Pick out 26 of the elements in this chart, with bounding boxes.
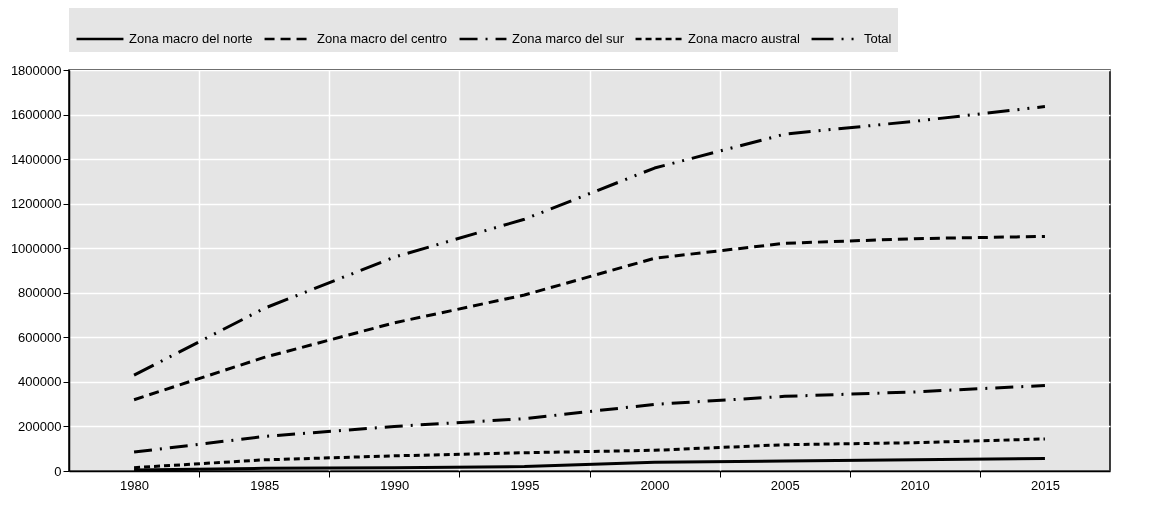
x-tick-label: 1985 <box>250 477 280 493</box>
y-tick-label: 0 <box>54 463 62 479</box>
x-tick-label: 2000 <box>640 477 670 493</box>
y-tick-label: 200000 <box>18 418 62 434</box>
y-tick-label: 800000 <box>18 285 62 301</box>
y-tick-label: 600000 <box>18 329 62 345</box>
y-tick-label: 1000000 <box>10 240 62 256</box>
legend-label: Total <box>864 31 892 46</box>
x-tick-label: 1995 <box>510 477 540 493</box>
legend-label: Zona macro del centro <box>317 31 448 46</box>
y-tick-label: 400000 <box>18 374 62 390</box>
x-tick-label: 1980 <box>120 477 150 493</box>
legend-label: Zona macro del norte <box>129 31 253 46</box>
x-tick-label: 2015 <box>1030 477 1060 493</box>
x-tick-label: 2005 <box>770 477 800 493</box>
y-tick-label: 1400000 <box>10 151 62 167</box>
legend-label: Zona macro austral <box>688 31 801 46</box>
y-tick-label: 1800000 <box>10 62 62 78</box>
legend-label: Zona marco del sur <box>512 31 625 46</box>
line-series <box>132 383 1047 454</box>
y-tick-label: 1200000 <box>10 196 62 212</box>
y-tick-label: 1600000 <box>10 107 62 123</box>
x-tick-label: 2010 <box>900 477 930 493</box>
line-series <box>132 234 1047 402</box>
x-tick-label: 1990 <box>380 477 410 493</box>
line-series <box>132 105 1047 377</box>
